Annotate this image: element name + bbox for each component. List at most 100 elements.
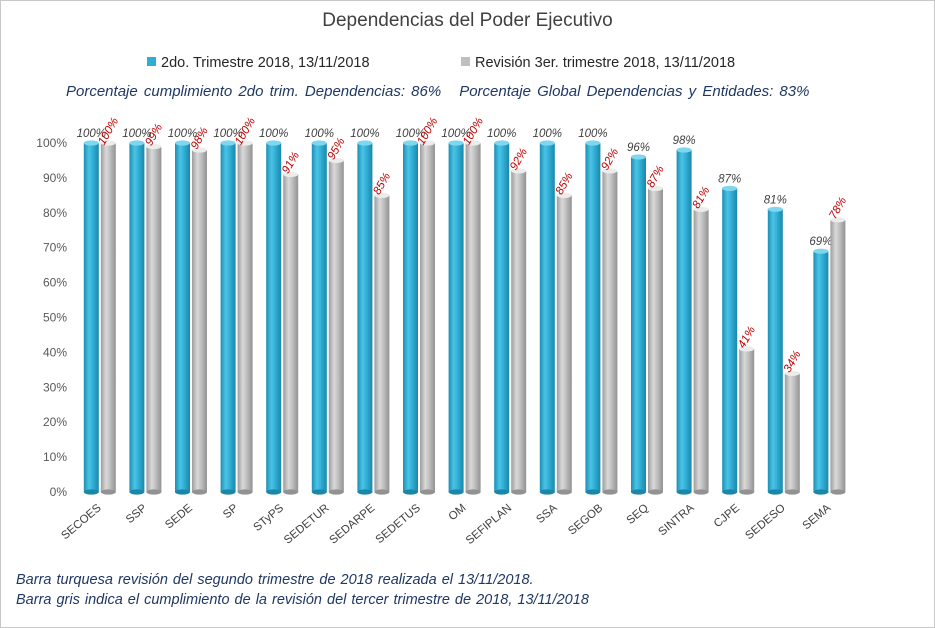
bar-q2 xyxy=(129,143,145,492)
bar-q2 xyxy=(403,143,418,492)
bar-q3 xyxy=(465,143,481,492)
y-tick-label: 30% xyxy=(43,380,67,394)
bar-q3 xyxy=(784,373,800,492)
legend-swatch-gray xyxy=(461,57,470,66)
bar-base xyxy=(556,489,572,495)
y-tick-label: 100% xyxy=(36,136,67,150)
bar-base xyxy=(830,489,846,495)
bar-base xyxy=(722,489,738,495)
bar-base xyxy=(676,489,692,495)
data-label: 92% xyxy=(599,146,621,172)
bar-cap xyxy=(830,217,846,223)
summary-global: Porcentaje Global Dependencias y Entidad… xyxy=(459,83,810,100)
bar-base xyxy=(237,489,253,495)
bar-q2 xyxy=(357,143,373,492)
bar-q2 xyxy=(220,143,236,492)
bar-cap xyxy=(283,171,299,178)
bar-cap xyxy=(403,140,418,146)
bar-cap xyxy=(767,206,783,212)
bar-q2 xyxy=(767,209,783,492)
bar-cap xyxy=(237,140,253,146)
bar-q3 xyxy=(146,146,162,493)
bar-cap xyxy=(739,346,755,352)
legend-item-series-1: 2do. Trimestre 2018, 13/11/2018 xyxy=(147,55,370,71)
bar-q2 xyxy=(722,188,738,492)
bar-base xyxy=(602,489,618,495)
x-tick-label: SEDE xyxy=(163,502,195,532)
data-label: 69% xyxy=(809,236,832,248)
x-tick-label: SECOES xyxy=(59,502,104,542)
bar-cap xyxy=(722,185,738,191)
bar-q3 xyxy=(328,160,344,492)
bar-q3 xyxy=(420,143,435,492)
bar-q2 xyxy=(539,143,555,492)
data-label: 78% xyxy=(827,195,849,221)
legend-label-series-2: Revisión 3er. trimestre 2018, 13/11/2018 xyxy=(475,55,736,71)
x-tick-label: SP xyxy=(221,502,241,521)
bar-base xyxy=(374,489,390,495)
bar-base xyxy=(420,489,435,495)
bar-base xyxy=(585,489,601,495)
bar-cap xyxy=(539,140,555,146)
x-tick-label: STyPS xyxy=(251,502,286,534)
bar-base xyxy=(83,489,99,495)
footnote-turquoise: Barra turquesa revisión del segundo trim… xyxy=(16,572,534,588)
bar-cap xyxy=(175,140,190,146)
bar-base xyxy=(511,489,527,495)
bar-cap xyxy=(220,140,236,146)
y-tick-label: 10% xyxy=(43,450,67,464)
legend: 2do. Trimestre 2018, 13/11/2018 Revisión… xyxy=(0,55,935,75)
bar-cap xyxy=(448,140,464,146)
bar-base xyxy=(146,489,162,495)
data-label: 100% xyxy=(441,128,470,140)
y-tick-label: 50% xyxy=(43,311,67,325)
bar-cap xyxy=(556,192,572,198)
bar-q2 xyxy=(494,143,510,492)
data-label: 91% xyxy=(280,150,302,176)
bar-base xyxy=(357,489,373,495)
y-tick-label: 90% xyxy=(43,171,67,185)
summary-line: Porcentaje cumplimiento 2do trim. Depend… xyxy=(66,83,827,100)
bar-base xyxy=(129,489,145,495)
bar-q2 xyxy=(631,156,646,492)
bar-cap xyxy=(328,157,344,164)
bar-q3 xyxy=(283,174,299,492)
bar-q2 xyxy=(585,143,601,492)
data-label: 100% xyxy=(259,128,288,140)
data-label: 100% xyxy=(350,128,379,140)
bar-base xyxy=(192,489,207,495)
bar-base xyxy=(220,489,236,495)
x-tick-label: SSA xyxy=(534,502,560,526)
data-label: 81% xyxy=(691,185,713,211)
data-label: 100% xyxy=(122,128,151,140)
bar-q3 xyxy=(237,143,253,492)
legend-item-series-2: Revisión 3er. trimestre 2018, 13/11/2018 xyxy=(461,55,735,71)
bar-q2 xyxy=(266,143,282,492)
x-tick-label: SEQ xyxy=(625,502,651,527)
bar-base xyxy=(784,489,800,495)
bar-base xyxy=(693,489,709,495)
bar-cap xyxy=(129,140,145,146)
y-tick-label: 60% xyxy=(43,276,67,290)
data-label: 99% xyxy=(143,122,165,148)
bar-base xyxy=(539,489,555,495)
y-tick-label: 80% xyxy=(43,206,67,220)
bar-q2 xyxy=(813,251,829,492)
bar-cap xyxy=(813,248,829,254)
bar-q3 xyxy=(693,209,709,492)
bar-cap xyxy=(631,154,646,160)
bar-q3 xyxy=(602,170,618,493)
bar-base xyxy=(648,489,663,495)
x-tick-label: SEGOB xyxy=(566,502,605,538)
data-label: 96% xyxy=(627,142,650,154)
x-tick-label: SEDETUR xyxy=(282,502,332,547)
data-label: 100% xyxy=(213,128,242,140)
legend-swatch-turquoise xyxy=(147,57,156,66)
footnote-gray: Barra gris indica el cumplimiento de la … xyxy=(16,592,589,608)
x-tick-label: OM xyxy=(447,502,469,523)
bar-cap xyxy=(420,140,435,146)
bar-base xyxy=(100,489,116,495)
data-label: 100% xyxy=(396,128,425,140)
bar-q3 xyxy=(192,149,207,493)
bar-base xyxy=(631,489,646,495)
